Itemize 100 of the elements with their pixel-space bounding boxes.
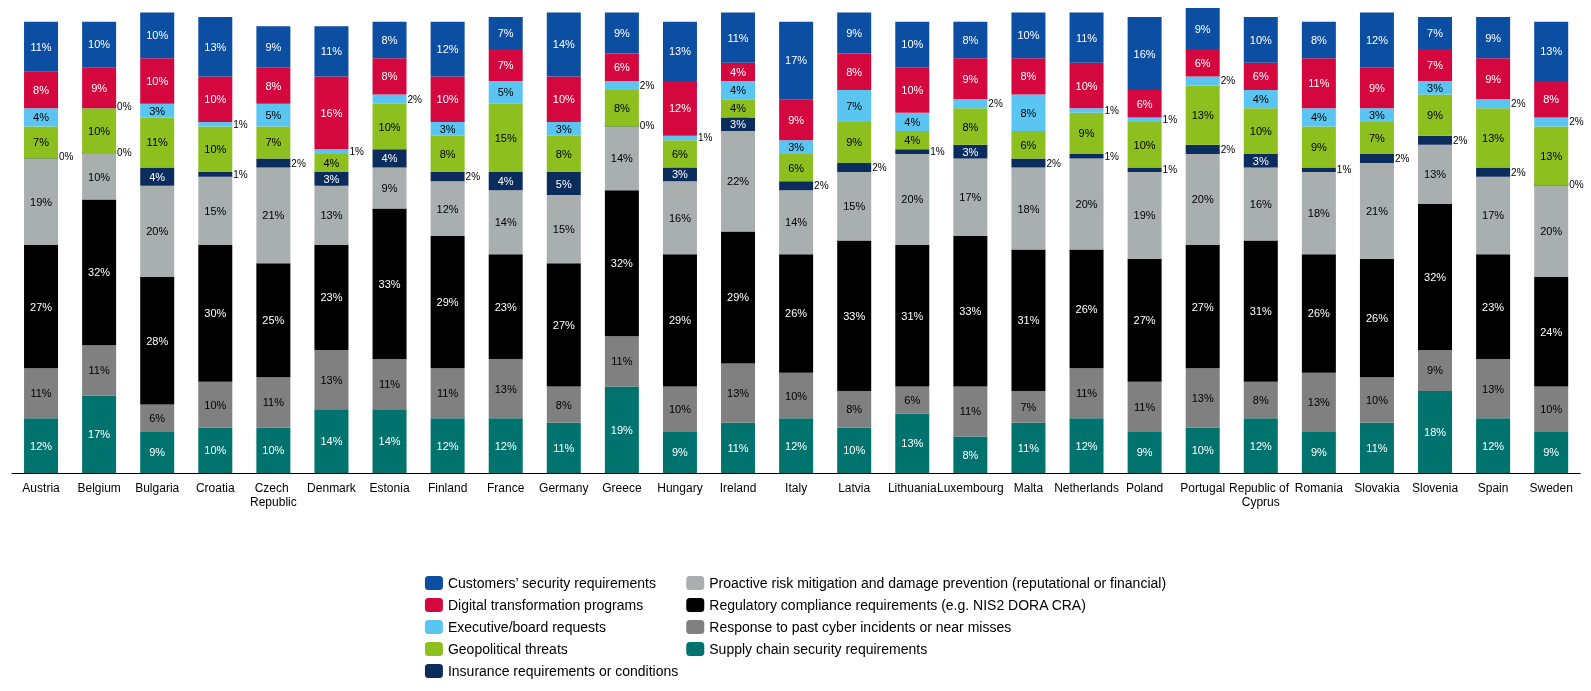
data-label: 6% [1252,70,1269,83]
data-label: 8% [1543,93,1560,106]
data-label: 19% [30,195,53,208]
data-label: 11% [320,45,343,58]
data-label: 7% [1369,131,1386,144]
data-label: 12% [785,439,808,452]
data-label: 5% [265,109,282,122]
data-label: 3% [672,168,689,181]
data-label: 9% [846,136,863,149]
data-label: 31% [1017,314,1040,327]
x-tick-label: Greece [602,481,642,495]
data-label: 4% [1310,111,1328,124]
data-label: 9% [381,182,398,195]
data-label: 11% [88,364,110,377]
data-label: 13% [1424,168,1447,181]
data-label: 17% [88,428,111,441]
data-label: 11% [30,387,52,400]
data-label: 6% [149,412,166,425]
x-tick-label: Belgium [77,481,121,495]
data-label: 0% [1569,178,1584,190]
data-label: 18% [1307,207,1331,220]
data-label: 1% [233,168,248,180]
data-label: 16% [1249,198,1272,211]
data-label: 19% [1133,209,1156,222]
data-label: 1% [1104,150,1120,162]
data-label: 10% [1249,125,1272,138]
data-label: 15% [204,204,227,217]
data-label: 29% [727,291,750,304]
data-label: 12% [494,439,517,452]
data-label: 11% [30,40,52,53]
data-label: 9% [1194,22,1211,35]
data-label: 17% [1482,209,1505,222]
x-tick-label: Poland [1125,481,1164,495]
data-label: 27% [30,300,53,313]
data-label: 2% [1394,152,1410,164]
data-label: 11% [146,136,169,149]
legend-label: Digital transformation programs [447,597,644,613]
data-label: 4% [730,65,747,78]
data-label: 3% [730,118,747,131]
data-label: 26% [1075,302,1098,315]
x-tick-label: Luxembourg [937,481,1004,495]
data-label: 4% [904,134,921,147]
data-label: 21% [262,209,285,222]
data-label: 25% [262,314,285,327]
data-label: 30% [204,307,227,320]
data-label: 17% [785,54,808,67]
data-label: 15% [494,131,517,144]
data-label: 9% [1369,81,1386,94]
data-label: 19% [610,423,634,436]
data-label: 10% [1133,138,1156,151]
data-label: 6% [613,61,631,74]
data-label: 9% [1310,141,1328,154]
data-label: 2% [639,80,655,91]
data-label: 10% [204,398,227,411]
data-label: 6% [1194,56,1211,69]
data-label: 5% [555,177,572,190]
data-label: 13% [1191,391,1214,404]
data-label: 10% [378,120,401,133]
x-tick-label: Denmark [307,481,357,495]
data-label: 11% [262,396,285,409]
data-label: 8% [846,403,863,416]
data-label: 12% [668,102,692,115]
data-label: 0% [639,119,655,131]
data-label: 6% [1136,97,1153,110]
data-label: 27% [552,318,576,331]
data-label: 8% [555,147,572,160]
data-label: 13% [1540,45,1563,58]
data-label: 2% [465,171,481,183]
data-label: 9% [1136,446,1153,459]
x-tick-label: Croatia [195,481,235,495]
data-label: 10% [901,38,924,51]
data-label: 22% [727,175,750,188]
data-label: 9% [149,446,166,459]
data-label: 16% [1133,47,1156,60]
legend-label: Regulatory compliance requirements (e.g. NIS2 DORA CRA) [709,597,1086,613]
data-label: 31% [901,309,924,322]
data-label: 4% [1252,93,1269,106]
x-tick-label: Malta [1013,481,1044,495]
data-label: 0% [117,101,132,113]
data-label: 4% [323,157,340,169]
data-label: 2% [291,157,306,169]
data-label: 12% [436,439,459,452]
data-label: 8% [613,102,631,115]
data-label: 11% [553,441,575,454]
data-label: 12% [1075,439,1098,452]
data-label: 10% [204,444,227,457]
data-label: 9% [1485,72,1502,85]
data-label: 20% [146,225,169,238]
x-tick-label: Bulgaria [135,481,180,495]
data-label: 9% [1485,31,1502,44]
data-label: 3% [439,122,456,135]
data-label: 13% [1540,150,1563,163]
data-label: 11% [959,405,982,418]
data-label: 12% [436,43,459,56]
data-label: 12% [1365,33,1389,46]
data-label: 6% [904,394,921,407]
data-label: 1% [1162,114,1178,126]
data-label: 13% [1482,382,1505,395]
data-label: 4% [381,152,398,165]
legend-label: Customers’ security requirements [447,575,656,591]
